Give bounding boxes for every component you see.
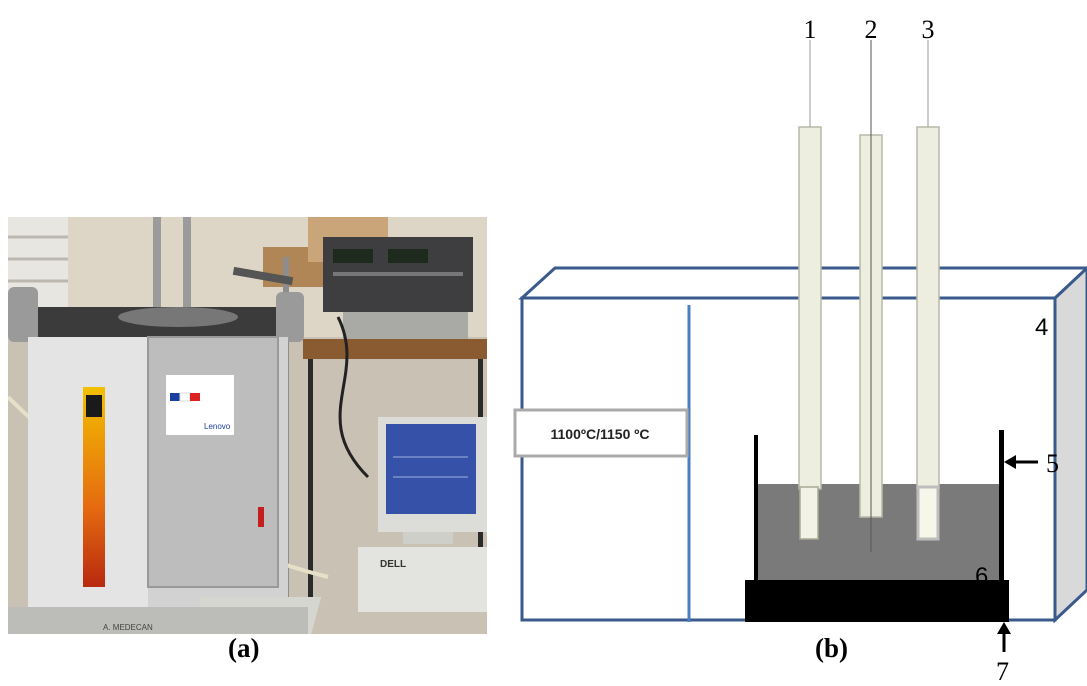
monitor-brand-text: DELL xyxy=(380,559,406,570)
computer-case xyxy=(358,547,487,612)
electrode-tube-3 xyxy=(916,126,940,490)
temperature-box xyxy=(513,408,689,458)
wooden-shelf xyxy=(303,339,487,359)
controller-display xyxy=(86,395,102,417)
photo-illustration: Lenovo DELL A. MEDECAN xyxy=(8,217,487,634)
arrow-7-head xyxy=(997,622,1011,634)
electrode-tube-1 xyxy=(798,126,822,490)
crucible-wall-left xyxy=(754,435,758,585)
flange-right xyxy=(276,292,304,342)
caption-a: (a) xyxy=(228,633,260,663)
electrode-tip-1 xyxy=(799,486,819,540)
crucible-wall-right xyxy=(999,430,1004,582)
work-bench xyxy=(8,607,308,634)
caption-b: (b) xyxy=(815,633,848,663)
label-7: 7 xyxy=(996,657,1009,686)
label-3: 3 xyxy=(922,15,935,44)
monitor-screen xyxy=(386,424,476,514)
crucible-base xyxy=(745,580,1009,622)
electrode-rod-left xyxy=(153,217,161,312)
instrument-lower-unit xyxy=(343,312,468,340)
label-5: 5 xyxy=(1046,449,1059,478)
label-6: 6 xyxy=(975,563,988,590)
label-4: 4 xyxy=(1035,314,1048,341)
furnace-lid xyxy=(118,307,238,327)
label-2: 2 xyxy=(865,15,878,44)
label-1: 1 xyxy=(804,15,817,44)
arrow-5-head xyxy=(1004,455,1016,469)
sticker-brand-text: Lenovo xyxy=(204,422,231,431)
temperature-label: 1100ºC/1150 ºC xyxy=(551,426,650,442)
electrode-rod-right xyxy=(183,217,191,312)
door-handle-light xyxy=(258,507,264,527)
temperature-controller xyxy=(83,387,105,587)
lab-setup-photo: Lenovo DELL A. MEDECAN xyxy=(8,217,487,634)
bench-label-strip: A. MEDECAN xyxy=(103,623,153,632)
flange-left xyxy=(8,287,38,342)
door-sticker xyxy=(166,375,234,435)
furnace-side-face xyxy=(1053,265,1087,624)
electrode-tip-3 xyxy=(916,485,940,541)
